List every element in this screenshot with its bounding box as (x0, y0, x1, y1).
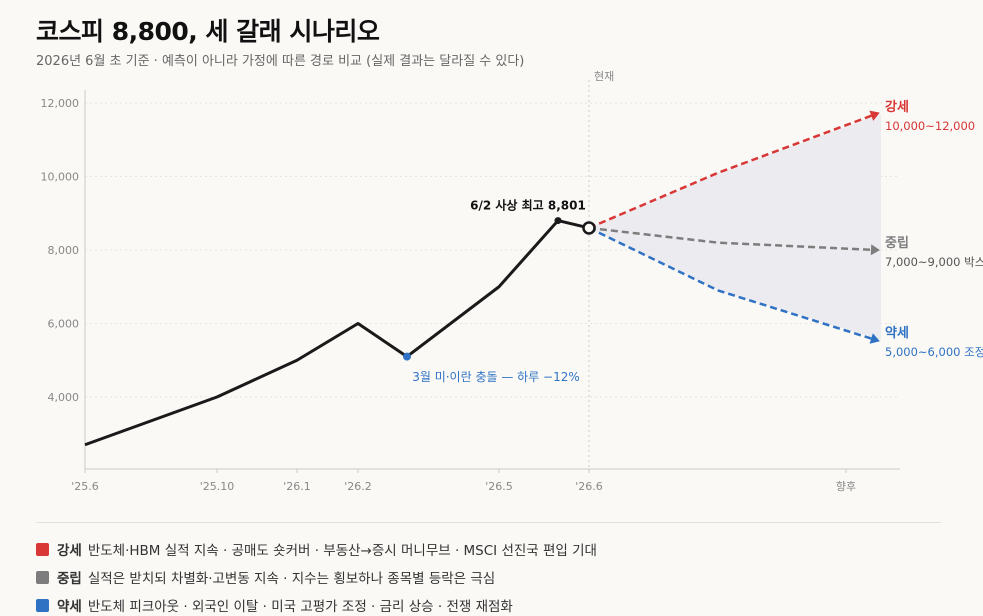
scenario-name-label: 약세 (885, 325, 909, 341)
now-label: 현재 (594, 70, 614, 83)
legend-name: 중립 (57, 571, 82, 587)
scenario-arrow-head (869, 333, 880, 344)
scenario-name-label: 중립 (885, 236, 909, 251)
legend-item: 강세 반도체·HBM 실적 지속 · 공매도 숏커버 · 부동산→증시 머니무브 … (36, 539, 597, 559)
legend-item: 중립 실적은 받치되 차별화·고변동 지속 · 지수는 횡보하나 종목별 등락은 … (36, 567, 495, 587)
legend-description: 반도체 피크아웃 · 외국인 이탈 · 미국 고평가 조정 · 금리 상승 · … (87, 599, 513, 615)
scenario-line (588, 226, 877, 342)
y-tick-label: 4,000 (48, 391, 80, 404)
scenario-name-label: 강세 (885, 99, 909, 115)
page-title: 코스피 8,800, 세 갈래 시나리오 (36, 17, 380, 46)
scenario-line (588, 112, 877, 230)
x-tick-label: '26.2 (344, 480, 372, 493)
legend-name: 약세 (57, 599, 82, 615)
scenario-line (588, 226, 877, 252)
x-tick-label: '26.5 (485, 480, 513, 493)
x-tick-label: '25.10 (200, 480, 235, 493)
scenario-range-band (589, 114, 881, 341)
legend-description: 실적은 받치되 차별화·고변동 지속 · 지수는 횡보하나 종목별 등락은 극심 (87, 571, 496, 587)
peak-point (554, 217, 562, 225)
x-tick-label: '26.1 (283, 480, 311, 493)
kospi-scenario-chart: 4,000 6,000 8,000 10,000 12,000 '25.6 '25.10 '2… (41, 70, 983, 493)
scenario-arrow-head (870, 244, 880, 256)
scenario-range-label: 10,000~12,000 (885, 119, 975, 133)
scenario-range-label: 7,000~9,000 박스 (885, 255, 983, 269)
scenario-arrow-head (869, 110, 880, 121)
legend-name: 강세 (57, 543, 82, 559)
scenario-range-label: 5,000~6,000 조정 (885, 345, 983, 359)
x-tick-label: '25.6 (71, 480, 99, 493)
x-tick-label: '26.6 (575, 480, 603, 493)
legend-description: 반도체·HBM 실적 지속 · 공매도 숏커버 · 부동산→증시 머니무브 · … (87, 543, 597, 559)
legend-item: 약세 반도체 피크아웃 · 외국인 이탈 · 미국 고평가 조정 · 금리 상승 … (36, 595, 513, 615)
y-tick-label: 8,000 (48, 244, 80, 257)
x-tick-label: 향후 (836, 480, 856, 493)
y-tick-label: 12,000 (41, 97, 80, 110)
dip-point (403, 352, 411, 361)
page-subtitle: 2026년 6월 초 기준 · 예측이 아니라 가정에 따른 경로 비교 (실제… (36, 54, 525, 69)
kospi-history-line (84, 219, 590, 447)
peak-annotation: 6/2 사상 최고 8,801 (470, 198, 586, 213)
current-point (582, 221, 596, 235)
legend-swatch (36, 598, 49, 612)
legend-swatch (36, 570, 49, 584)
y-tick-label: 6,000 (48, 318, 80, 331)
legend-swatch (36, 542, 49, 556)
y-tick-label: 10,000 (41, 171, 80, 184)
dip-annotation: 3월 미·이란 충돌 — 하루 −12% (412, 370, 580, 384)
legend-divider (36, 522, 941, 523)
